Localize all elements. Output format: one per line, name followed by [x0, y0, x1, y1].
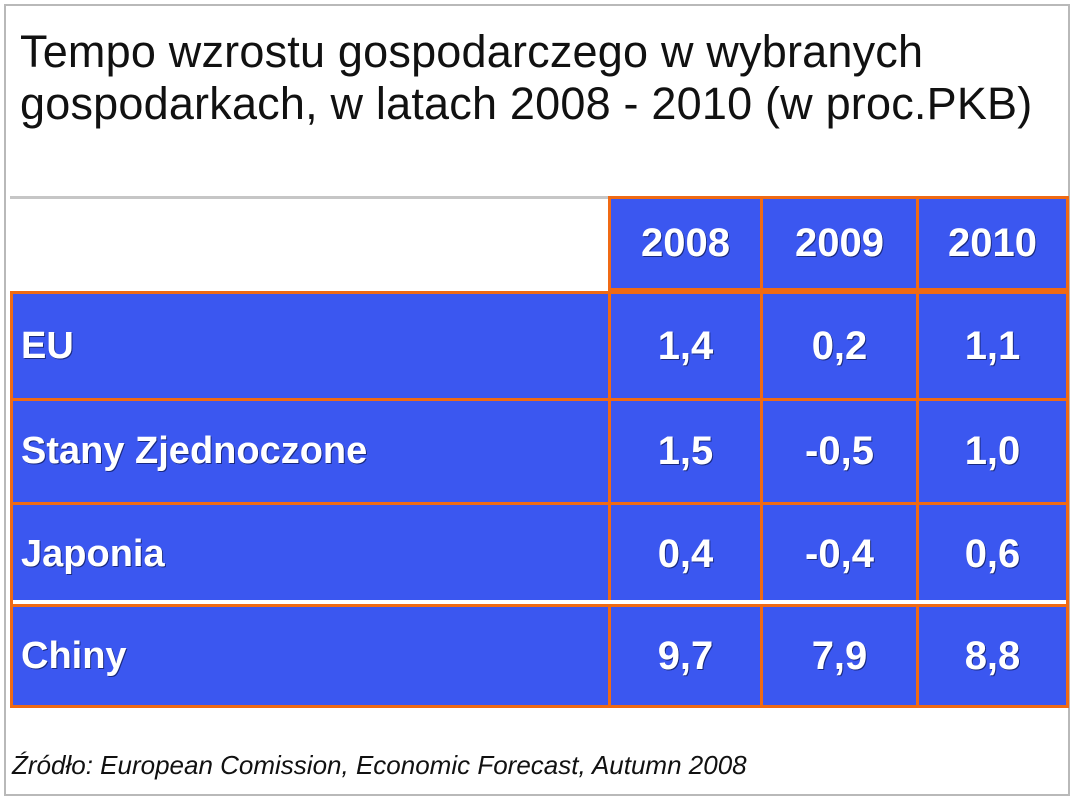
row-label: EU	[10, 291, 611, 401]
row-label: Japonia	[10, 502, 611, 607]
table-cell: 7,9	[760, 604, 919, 708]
chart-title: Tempo wzrostu gospodarczego w wybranych …	[20, 26, 1060, 130]
header-row: 2008 2009 2010	[10, 196, 1069, 291]
table-cell: -0,5	[760, 398, 919, 505]
chart-title-line-1: Tempo wzrostu gospodarczego w wybranych	[20, 26, 924, 77]
chart-title-line-2: gospodarkach, w latach 2008 - 2010 (w pr…	[20, 78, 1033, 129]
table-cell: 8,8	[916, 604, 1069, 708]
table-cell: 1,1	[916, 291, 1069, 401]
column-header-2009: 2009	[760, 196, 919, 291]
table-cell: 0,4	[608, 502, 763, 607]
table-cell: -0,4	[760, 502, 919, 607]
source-note: Źródło: European Comission, Economic For…	[12, 750, 747, 780]
table-cell: 0,2	[760, 291, 919, 401]
row-label: Chiny	[10, 604, 611, 708]
table-cell: 9,7	[608, 604, 763, 708]
table-cell: 0,6	[916, 502, 1069, 607]
table-cell: 1,5	[608, 398, 763, 505]
row-separator	[13, 600, 1066, 604]
column-header-2010: 2010	[916, 196, 1069, 291]
table-cell: 1,4	[608, 291, 763, 401]
header-blank-cell	[10, 196, 608, 291]
column-header-2008: 2008	[608, 196, 763, 291]
data-table: 2008 2009 2010 EU 1,4 0,2 1,1 Stany Zjednoczon…	[10, 196, 1069, 708]
row-label: Stany Zjednoczone	[10, 398, 611, 505]
table-cell: 1,0	[916, 398, 1069, 505]
